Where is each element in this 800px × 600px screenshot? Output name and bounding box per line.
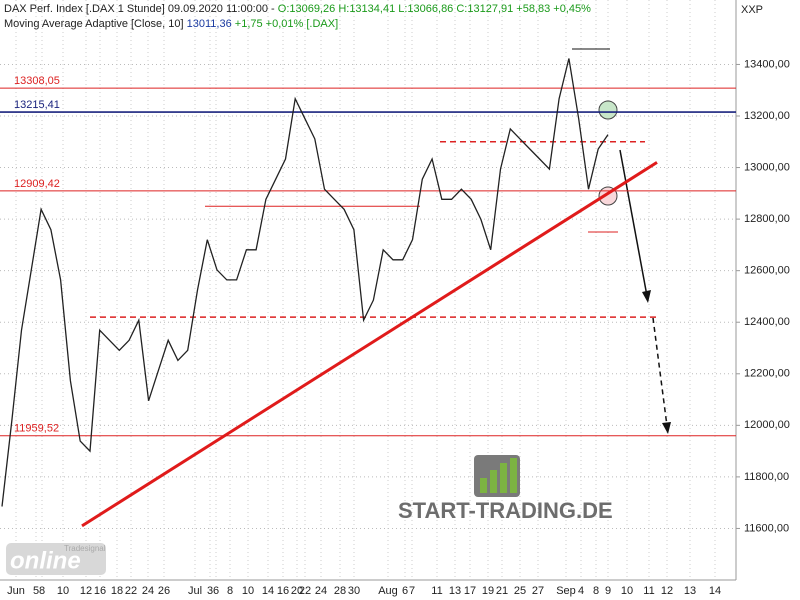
indicator-change: +1,75 +0,01% [.DAX]	[235, 18, 338, 30]
x-tick-label: Aug	[378, 585, 398, 597]
arrow-head	[642, 290, 651, 303]
x-tick-label: 13	[449, 585, 461, 597]
y-tick-label: 13200,00	[744, 110, 790, 122]
x-tick-label: 5	[33, 585, 39, 597]
x-tick-label: 13	[684, 585, 696, 597]
y-tick-label: 13000,00	[744, 161, 790, 173]
x-tick-label: 16	[277, 585, 289, 597]
x-tick-label: 24	[142, 585, 154, 597]
x-tick-label: 22	[125, 585, 137, 597]
x-tick-label: 8	[227, 585, 233, 597]
x-tick-label: 6	[213, 585, 219, 597]
x-tick-label: 20	[291, 585, 303, 597]
x-tick-label: 14	[262, 585, 274, 597]
x-tick-label: 21	[496, 585, 508, 597]
x-tick-label: 3	[207, 585, 213, 597]
watermark: START-TRADING.DE	[398, 498, 613, 523]
x-tick-label: 25	[514, 585, 526, 597]
x-tick-label: 6	[402, 585, 408, 597]
x-tick-label: 8	[593, 585, 599, 597]
x-tick-label: 27	[532, 585, 544, 597]
arrow	[619, 149, 648, 297]
x-tick-label: 10	[57, 585, 69, 597]
y-tick-label: 12000,00	[744, 419, 790, 431]
arrow	[652, 317, 668, 427]
level-label: 13308,05	[14, 75, 60, 87]
indicator-value: 13011,36	[187, 18, 232, 30]
y-tick-label: 12200,00	[744, 368, 790, 380]
x-tick-label: Jun	[7, 585, 25, 597]
trendline	[81, 161, 658, 528]
y-tick-label: 11800,00	[744, 471, 789, 483]
y-tick-label: 12600,00	[744, 265, 790, 277]
y-tick-label: 12800,00	[744, 213, 790, 225]
x-tick-label: 17	[464, 585, 476, 597]
watermark-logo	[474, 455, 520, 497]
price-line	[1, 58, 609, 507]
x-tick-label: 24	[315, 585, 327, 597]
x-tick-label: 7	[409, 585, 415, 597]
logo: online	[10, 547, 81, 574]
ohlc: O:13069,26 H:13134,41 L:13066,86 C:13127…	[278, 3, 591, 15]
x-tick-label: 12	[661, 585, 673, 597]
level-label: 11959,52	[14, 423, 59, 435]
x-tick-label: 10	[621, 585, 633, 597]
x-tick-label: 18	[111, 585, 123, 597]
symbol: XXP	[741, 4, 763, 16]
indicator: Moving Average Adaptive [Close, 10]	[4, 18, 184, 30]
x-tick-label: 26	[158, 585, 170, 597]
y-tick-label: 11600,00	[744, 522, 789, 534]
logo-small: Tradesignal	[64, 544, 106, 553]
chart-title: DAX Perf. Index [.DAX 1 Stunde] 09.09.20…	[4, 3, 591, 15]
x-tick-label: 11	[643, 585, 654, 597]
logo-box	[6, 543, 106, 575]
x-tick-label: 9	[605, 585, 611, 597]
x-tick-label: 8	[39, 585, 45, 597]
x-tick-label: 30	[348, 585, 360, 597]
y-tick-label: 13400,00	[744, 58, 790, 70]
x-tick-label: 19	[482, 585, 494, 597]
indicator-line: Moving Average Adaptive [Close, 10] 1301…	[4, 18, 338, 30]
title: DAX Perf. Index [.DAX 1 Stunde] 09.09.20…	[4, 3, 275, 15]
x-tick-label: 4	[578, 585, 584, 597]
level-label: 12909,42	[14, 178, 60, 190]
x-tick-label: 28	[334, 585, 346, 597]
level-label: 13215,41	[14, 99, 60, 111]
x-tick-label: 16	[94, 585, 106, 597]
arrow-head	[662, 422, 671, 434]
x-tick-label: 22	[299, 585, 311, 597]
x-tick-label: Sep	[556, 585, 576, 597]
marker-circle	[598, 100, 618, 120]
x-tick-label: Jul	[188, 585, 202, 597]
y-tick-label: 12400,00	[744, 316, 790, 328]
x-tick-label: 14	[709, 585, 721, 597]
x-tick-label: 12	[80, 585, 92, 597]
x-tick-label: 11	[431, 585, 442, 597]
x-tick-label: 10	[242, 585, 254, 597]
